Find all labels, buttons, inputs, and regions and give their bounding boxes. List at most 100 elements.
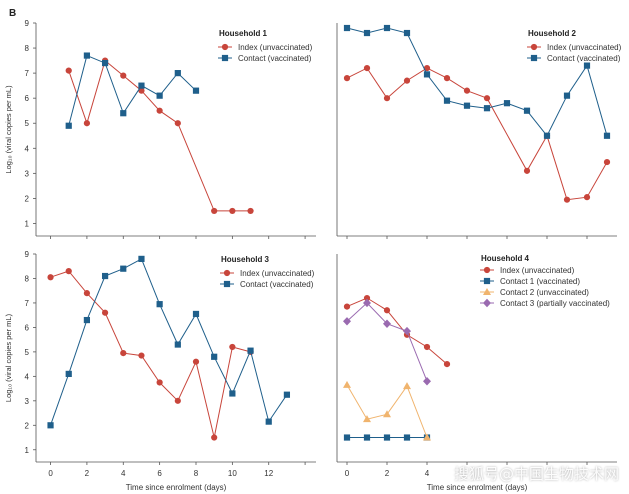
data-point xyxy=(247,347,254,354)
panel-title: Household 4 xyxy=(481,254,530,263)
series-4 xyxy=(343,298,431,386)
data-point xyxy=(343,303,351,310)
data-point xyxy=(403,434,411,441)
data-point xyxy=(503,100,511,107)
series-line xyxy=(50,270,251,438)
data-point xyxy=(101,59,109,67)
data-point xyxy=(383,319,391,328)
data-point xyxy=(211,207,218,215)
panel-title: Household 1 xyxy=(219,29,268,38)
x-tick-label: 2 xyxy=(385,469,390,478)
data-point xyxy=(174,120,181,127)
data-point xyxy=(563,92,571,99)
legend: Household 4 Index (unvaccinated) Contact 1… xyxy=(480,254,610,308)
data-point xyxy=(463,102,471,109)
panel-letter: B xyxy=(9,8,16,19)
data-point xyxy=(156,107,163,114)
legend-label: Contact (vaccinated) xyxy=(238,54,312,63)
data-point xyxy=(423,65,431,72)
panel-title: Household 2 xyxy=(528,29,577,38)
data-point xyxy=(423,433,431,441)
legend-marker xyxy=(530,43,538,51)
legend-marker xyxy=(221,43,229,51)
series-line xyxy=(346,67,608,201)
legend-marker xyxy=(483,266,491,274)
data-point xyxy=(483,95,491,102)
series-1 xyxy=(47,268,254,441)
data-point xyxy=(403,29,411,37)
data-point xyxy=(101,272,109,280)
data-point xyxy=(229,390,236,397)
data-point xyxy=(283,391,291,398)
legend-label: Index (unvaccinated) xyxy=(547,43,622,52)
data-point xyxy=(343,434,351,441)
data-point xyxy=(65,67,72,74)
y-axis-label: Log₁₀ (viral copies per mL) xyxy=(4,313,13,402)
y-tick-label: 8 xyxy=(25,274,30,283)
data-point xyxy=(423,343,431,351)
data-point xyxy=(523,107,531,114)
series-2 xyxy=(47,255,291,429)
x-tick-label: 12 xyxy=(264,469,273,478)
legend: Household 2 Index (unvaccinated) Contact (… xyxy=(527,29,622,63)
data-point xyxy=(120,110,127,117)
data-point xyxy=(363,294,371,302)
legend-marker xyxy=(483,288,491,295)
data-point xyxy=(363,434,371,441)
x-tick-label: 0 xyxy=(345,469,350,478)
legend-label: Index (unvaccinated) xyxy=(240,269,315,278)
legend: Household 3 Index (unvaccinated) Contact (… xyxy=(220,255,315,289)
data-point xyxy=(247,207,254,215)
y-tick-label: 7 xyxy=(25,69,30,78)
x-axis-label: Time since enrolment (days) xyxy=(126,483,227,492)
series-1 xyxy=(65,57,254,215)
series-2 xyxy=(343,434,431,441)
series-2 xyxy=(65,52,200,129)
legend-marker xyxy=(223,269,231,277)
data-point xyxy=(583,62,591,69)
data-point xyxy=(383,434,391,441)
series-line xyxy=(346,27,608,137)
y-tick-label: 9 xyxy=(25,19,30,28)
series-3 xyxy=(343,380,431,441)
y-tick-label: 7 xyxy=(25,299,30,308)
data-point xyxy=(138,82,145,89)
panel-2: Household 2 Index (unvaccinated) Contact (… xyxy=(336,23,622,239)
legend-label: Index (unvaccinated) xyxy=(238,43,313,52)
legend-marker xyxy=(483,298,491,308)
y-tick-label: 3 xyxy=(25,169,30,178)
series-line xyxy=(346,302,428,382)
data-point xyxy=(443,75,451,82)
x-tick-label: 8 xyxy=(194,469,199,478)
data-point xyxy=(443,361,451,368)
x-tick-label: 4 xyxy=(121,469,126,478)
y-tick-label: 6 xyxy=(25,94,30,103)
panel-4: 0 2 4 Time since enrolment (days) Household … xyxy=(336,254,617,492)
data-point xyxy=(101,309,109,316)
data-point xyxy=(343,75,351,82)
data-point xyxy=(543,132,551,139)
data-point xyxy=(383,95,391,102)
series-line xyxy=(346,297,448,365)
data-point xyxy=(65,370,72,378)
data-point xyxy=(83,52,91,59)
data-point xyxy=(211,434,218,441)
panel-1: 1 2 3 4 5 6 7 8 9 Log₁₀ (viral copies per mL) Hous… xyxy=(4,19,316,239)
data-point xyxy=(83,290,91,297)
data-point xyxy=(192,87,200,94)
legend-label: Contact 3 (partially vaccinated) xyxy=(500,299,610,308)
series-1 xyxy=(343,65,611,203)
data-point xyxy=(423,71,431,78)
data-point xyxy=(47,274,54,281)
data-point xyxy=(156,379,163,386)
data-point xyxy=(120,72,127,79)
x-tick-label: 6 xyxy=(157,469,162,478)
data-point xyxy=(463,87,471,94)
series-2 xyxy=(343,24,611,139)
data-point xyxy=(583,194,591,201)
data-point xyxy=(192,310,200,318)
legend-marker xyxy=(483,277,491,285)
data-point xyxy=(47,422,54,429)
data-point xyxy=(523,167,531,174)
